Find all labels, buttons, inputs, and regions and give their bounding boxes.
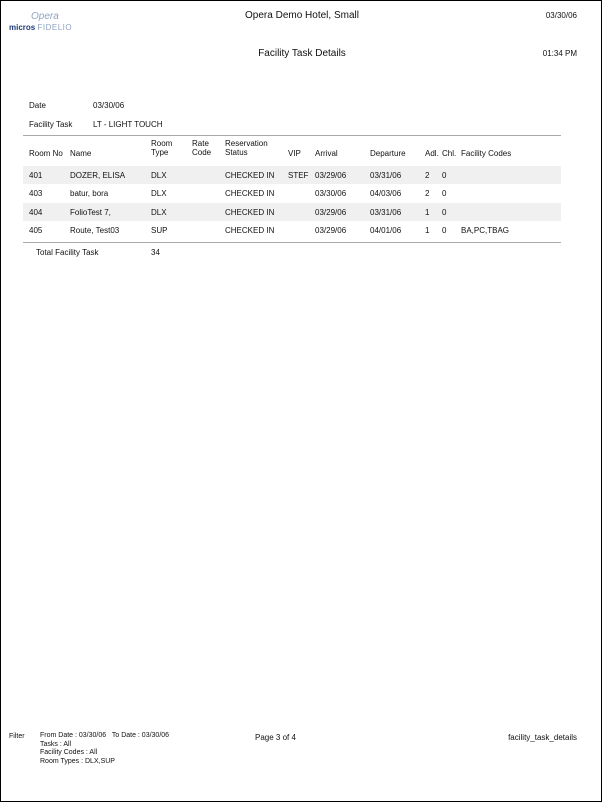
cell-adults: 1: [425, 207, 430, 217]
cell-reservation-status: CHECKED IN: [225, 207, 275, 217]
column-header-line: Name: [70, 149, 92, 158]
cell-arrival: 03/30/06: [315, 189, 347, 199]
total-value: 34: [151, 248, 160, 257]
cell-room-type: DLX: [151, 207, 167, 217]
cell-children: 0: [442, 171, 447, 180]
cell-departure: 03/31/06: [370, 171, 402, 180]
column-header-line: Facility Codes: [461, 149, 512, 158]
column-header-arrival: Arrival: [315, 149, 338, 158]
table-row: 405 Route, Test03 SUP CHECKED IN 03/29/06 04/…: [23, 221, 561, 239]
filter-label: Filter: [9, 733, 25, 740]
cell-name: batur, bora: [70, 189, 109, 199]
divider: [23, 135, 561, 136]
column-header-adults: Adl.: [425, 149, 439, 158]
cell-room-type: DLX: [151, 171, 167, 180]
hotel-name: Opera Demo Hotel, Small: [245, 10, 359, 21]
cell-adults: 2: [425, 189, 430, 199]
column-header-line: Arrival: [315, 149, 338, 158]
cell-facility-codes: BA,PC,TBAG: [461, 225, 510, 235]
opera-logo: Opera: [31, 11, 59, 22]
total-label: Total Facility Task: [36, 248, 99, 257]
table-row: 401 DOZER, ELISA DLX CHECKED IN STEF 03/29/06…: [23, 166, 561, 184]
divider: [23, 242, 561, 243]
filter-dates: From Date : 03/30/06 To Date : 03/30/06: [40, 732, 170, 739]
report-title: Facility Task Details: [258, 48, 346, 59]
column-header-line: Reservation: [225, 139, 268, 148]
facility-task-label: Facility Task: [29, 120, 73, 129]
column-header-facility-codes: Facility Codes: [461, 149, 511, 158]
cell-room-no: 401: [29, 171, 43, 180]
column-header-line: Rate: [192, 139, 209, 148]
cell-reservation-status: CHECKED IN: [225, 189, 275, 199]
cell-vip: STEF: [288, 171, 309, 180]
filter-room-types: Room Types : DLX,SUP: [40, 757, 115, 765]
column-header-name: Name: [70, 149, 91, 158]
column-header-line: VIP: [288, 149, 301, 158]
date-label: Date: [29, 101, 46, 110]
column-header-line: Departure: [370, 149, 406, 158]
cell-room-type: SUP: [151, 225, 168, 235]
column-header-reservation-status: Reservation Status: [225, 139, 268, 157]
facility-task-value: LT - LIGHT TOUCH: [93, 120, 163, 129]
cell-reservation-status: CHECKED IN: [225, 171, 275, 180]
cell-name: FolioTest 7,: [70, 207, 111, 217]
date-value: 03/30/06: [93, 101, 125, 110]
cell-name: Route, Test03: [70, 225, 120, 235]
report-date: 03/30/06: [545, 11, 577, 20]
column-header-room-type: Room Type: [151, 139, 172, 157]
filter-list: From Date : 03/30/06 To Date : 03/30/06 …: [40, 732, 169, 766]
cell-room-no: 403: [29, 189, 43, 199]
cell-departure: 04/01/06: [370, 225, 402, 235]
cell-arrival: 03/29/06: [315, 225, 347, 235]
column-header-line: Status: [225, 148, 248, 157]
filter-facility-codes: Facility Codes : All: [40, 749, 98, 756]
column-header-line: Room: [151, 139, 173, 148]
report-name: facility_task_details: [508, 733, 577, 742]
cell-arrival: 03/29/06: [315, 207, 347, 217]
column-header-children: Chl.: [442, 149, 456, 158]
cell-children: 0: [442, 225, 447, 235]
cell-reservation-status: CHECKED IN: [225, 225, 275, 235]
cell-room-no: 404: [29, 207, 43, 217]
column-header-rate-code: Rate Code: [192, 139, 211, 157]
table-row: 403 batur, bora DLX CHECKED IN 03/30/06 04/03…: [23, 184, 561, 202]
cell-departure: 04/03/06: [370, 189, 402, 199]
report-time: 01:34 PM: [542, 49, 577, 58]
cell-room-no: 405: [29, 225, 43, 235]
table-row: 404 FolioTest 7, DLX CHECKED IN 03/29/06 03/3…: [23, 202, 561, 221]
cell-arrival: 03/29/06: [315, 171, 347, 180]
column-header-line: Adl.: [425, 149, 439, 158]
cell-room-type: DLX: [151, 189, 167, 199]
column-header-departure: Departure: [370, 149, 406, 158]
column-header-room-no: Room No: [29, 149, 63, 158]
column-header-line: Code: [192, 148, 212, 157]
cell-adults: 2: [425, 171, 430, 180]
page-number: Page 3 of 4: [255, 733, 296, 742]
cell-adults: 1: [425, 225, 430, 235]
column-header-line: Type: [151, 148, 169, 157]
cell-children: 0: [442, 189, 447, 199]
column-header-vip: VIP: [288, 149, 301, 158]
cell-children: 0: [442, 207, 447, 217]
micros-fidelio-logo: micros FIDELIO: [9, 23, 73, 32]
filter-tasks: Tasks : All: [40, 740, 72, 748]
cell-departure: 03/31/06: [370, 207, 402, 217]
cell-name: DOZER, ELISA: [70, 171, 126, 180]
column-header-line: Room No: [29, 149, 63, 158]
column-header-line: Chl.: [442, 149, 457, 158]
